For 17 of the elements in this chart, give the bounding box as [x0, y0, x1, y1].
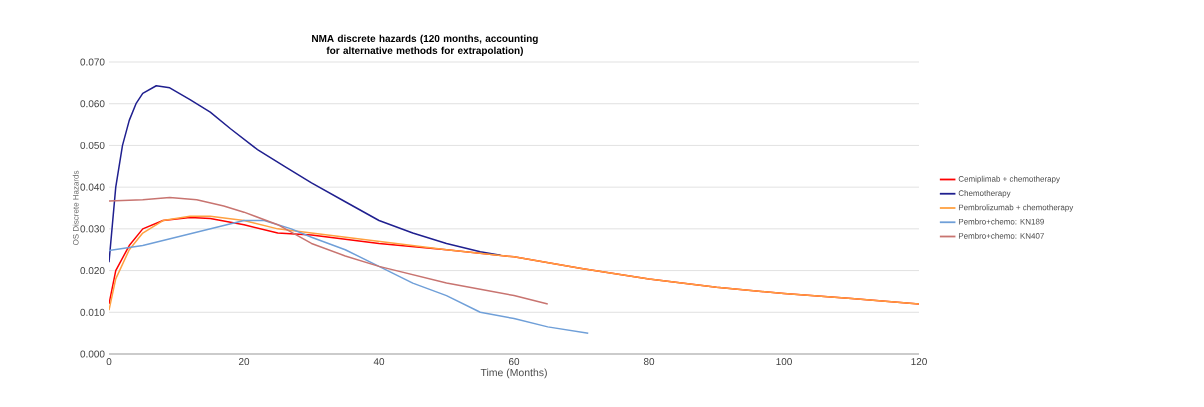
y-tick-label: 0.010 [80, 308, 105, 316]
x-tick-label: 120 [911, 358, 927, 366]
y-tick-label: 0.030 [80, 225, 105, 233]
x-tick-label: 40 [373, 358, 385, 366]
y-tick-label: 0.000 [80, 350, 105, 358]
x-axis-title: Time (Months) [480, 368, 547, 379]
y-tick-label: 0.040 [80, 183, 105, 191]
chart-title: NMA discrete hazards (120 months, accounting for alternative methods for extrapolation) [312, 34, 538, 56]
y-tick-label: 0.070 [80, 58, 105, 66]
y-tick-label: 0.050 [80, 141, 105, 149]
x-tick-label: 60 [508, 358, 520, 366]
y-tick-label: 0.060 [80, 100, 105, 108]
x-tick-label: 80 [643, 358, 655, 366]
x-tick-label: 0 [106, 358, 112, 366]
x-tick-label: 100 [776, 358, 792, 366]
x-tick-label: 20 [238, 358, 250, 366]
y-tick-label: 0.020 [80, 267, 105, 275]
